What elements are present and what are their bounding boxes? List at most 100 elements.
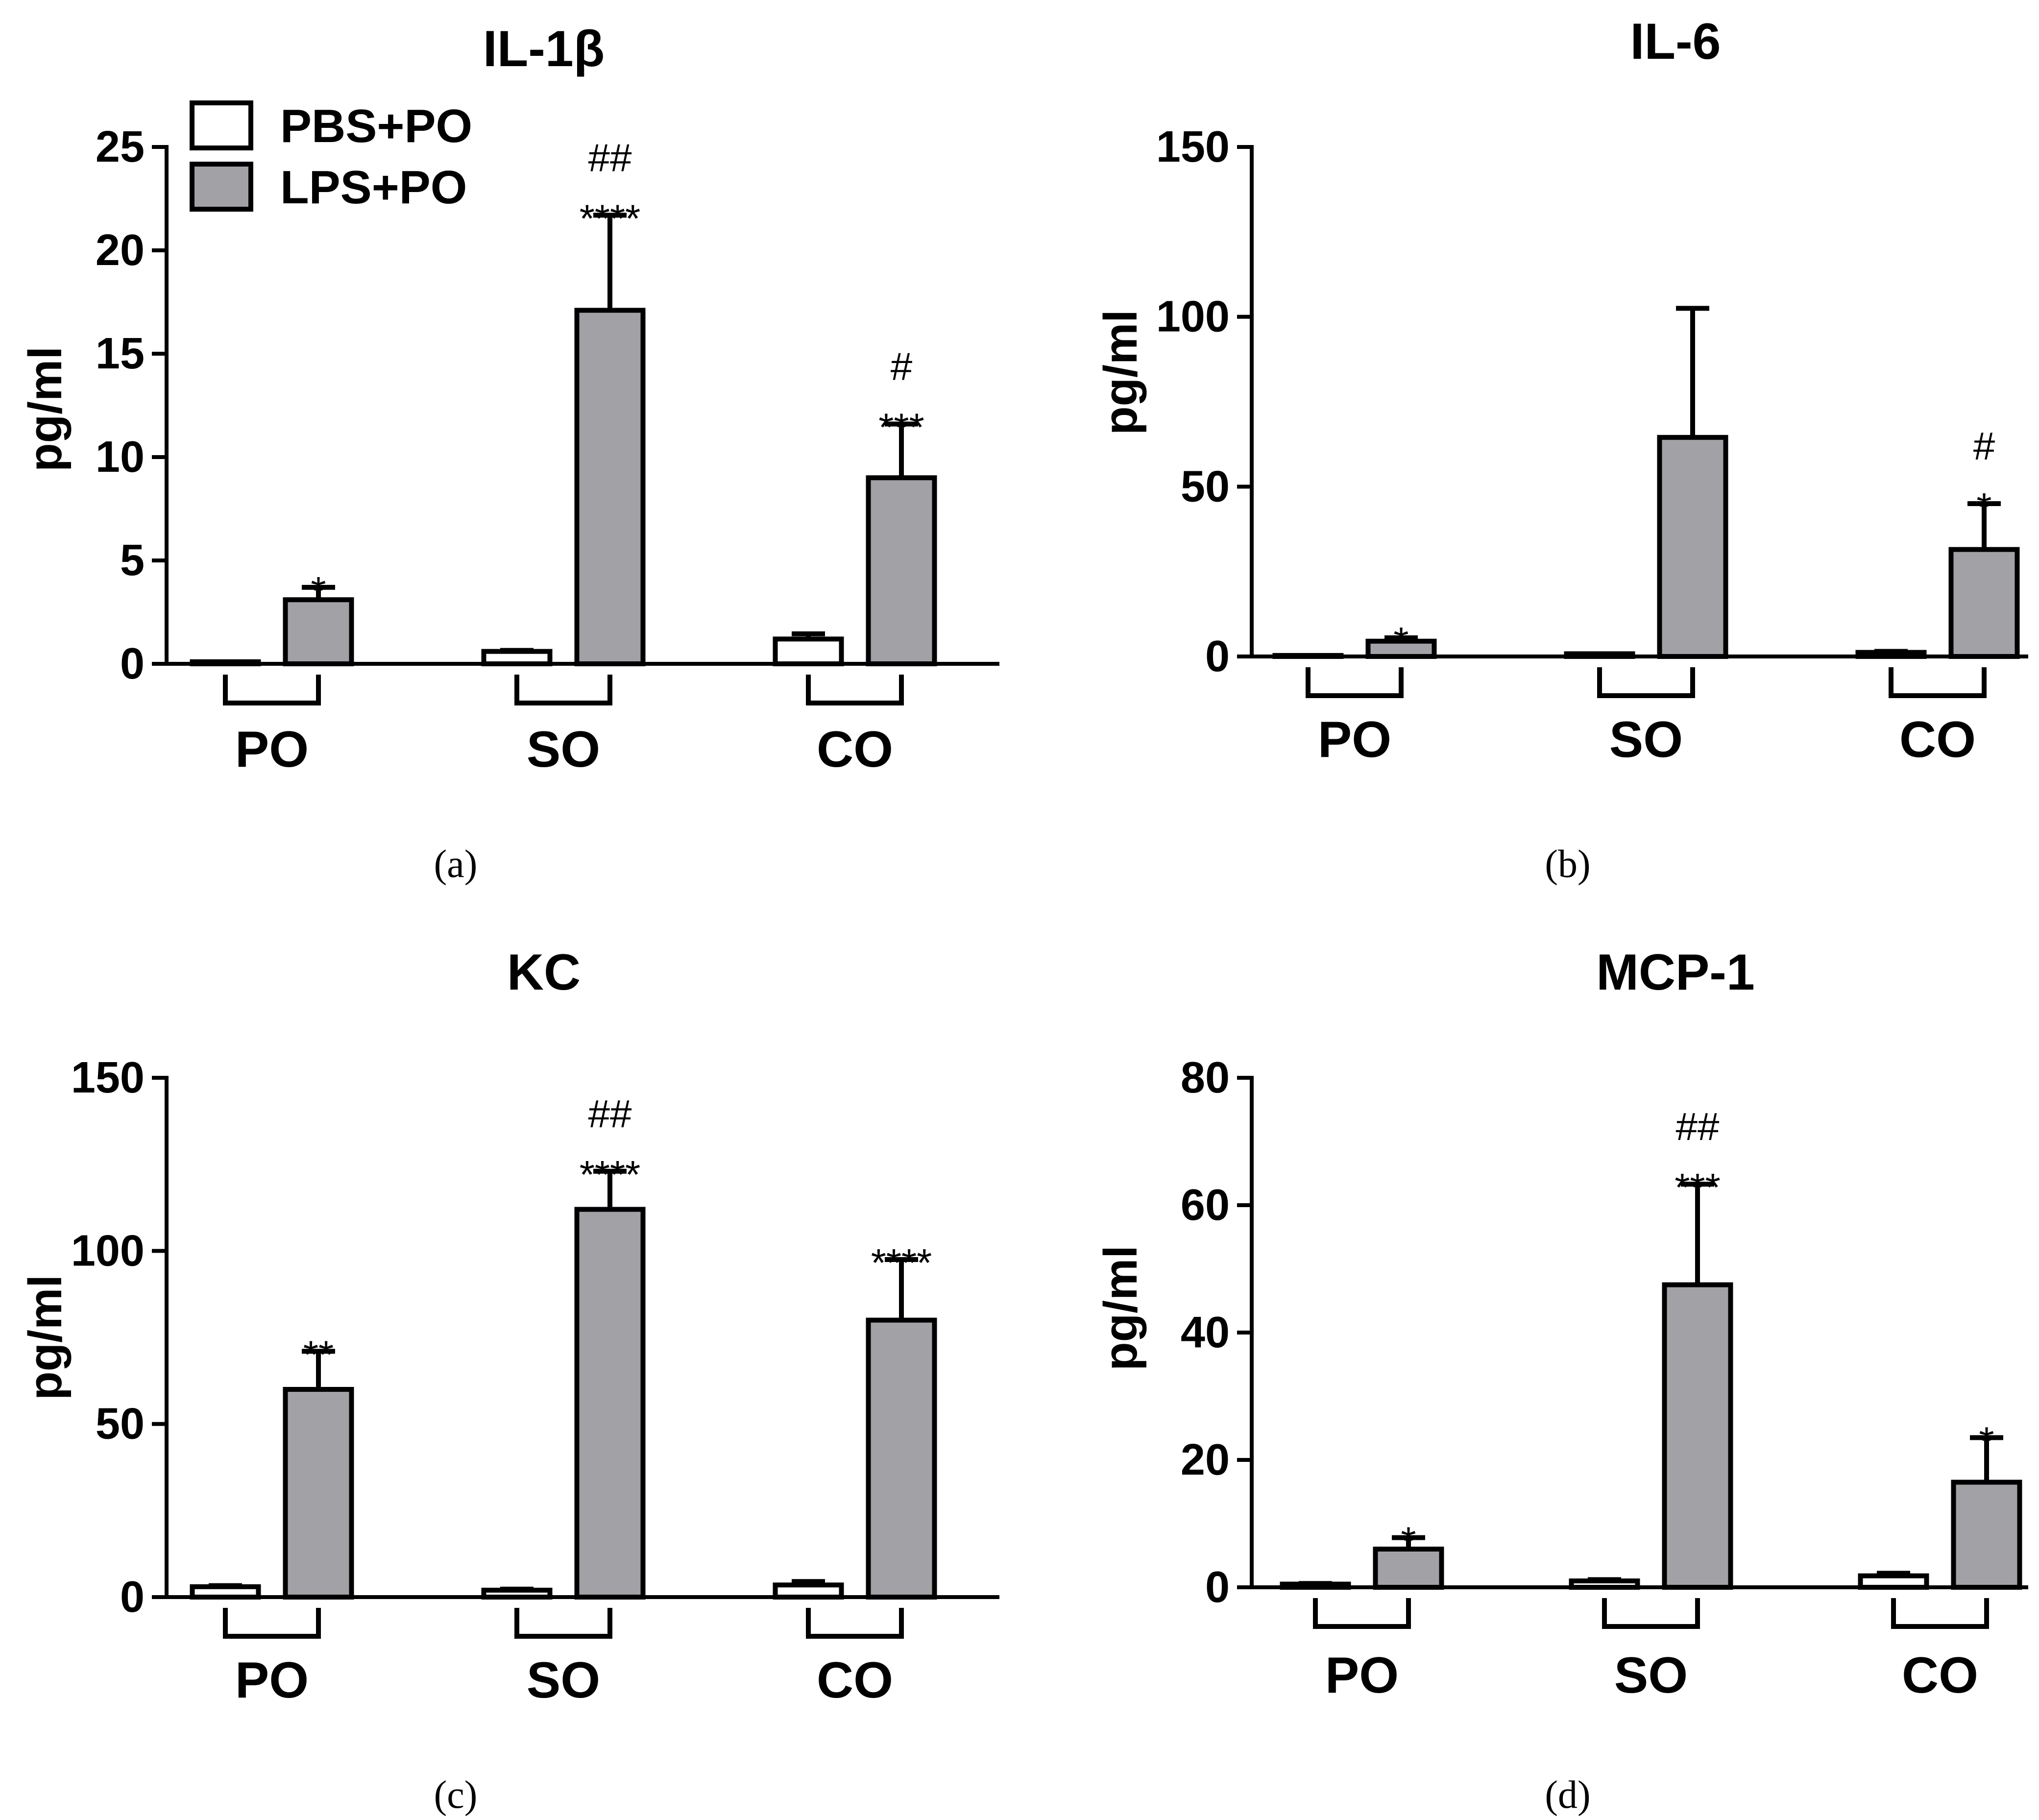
significance-label: ** — [303, 1333, 334, 1376]
bar-lps — [1662, 1282, 1733, 1590]
y-tick-label: 80 — [1181, 1053, 1230, 1102]
category-label: PO — [1325, 1647, 1399, 1704]
y-tick-label: 10 — [96, 433, 145, 482]
y-tick-label: 25 — [96, 122, 145, 171]
panel-label: (b) — [1545, 843, 1590, 886]
chart-title: MCP-1 — [1596, 944, 1755, 1001]
y-tick-label: 50 — [1181, 462, 1230, 511]
significance-line: **** — [580, 196, 641, 240]
chart-title: IL-1β — [483, 21, 605, 77]
significance-line: ## — [1676, 1105, 1720, 1148]
bar-lps — [283, 1387, 354, 1600]
bar-pbs — [1858, 1573, 1929, 1590]
significance-label: **** — [871, 1241, 932, 1285]
y-tick-label: 15 — [96, 329, 145, 378]
category-label: CO — [817, 721, 893, 778]
category-bracket — [223, 1608, 321, 1639]
y-tick-label: 0 — [1205, 1563, 1230, 1612]
legend-label: PBS+PO — [280, 100, 472, 152]
significance-label: * — [1393, 619, 1408, 663]
significance-label: * — [1401, 1519, 1416, 1563]
significance-line: ## — [588, 1092, 632, 1136]
category-bracket — [1889, 667, 1987, 698]
category-bracket — [806, 675, 904, 705]
significance-line: * — [1979, 1419, 1994, 1463]
y-tick-label: 50 — [96, 1400, 145, 1449]
y-axis-label: pg/ml — [19, 346, 72, 472]
category-bracket — [1597, 667, 1695, 698]
significance-line: *** — [878, 405, 924, 449]
bar-pbs — [773, 636, 844, 666]
significance-line: ## — [588, 136, 632, 179]
category-bracket — [806, 1608, 904, 1639]
significance-label: # * — [1973, 424, 1995, 529]
y-tick-label: 0 — [120, 639, 145, 688]
significance-line: * — [1976, 485, 1991, 529]
bar-lps — [1948, 547, 2020, 659]
bar-pbs — [1564, 651, 1635, 659]
bar-pbs — [481, 649, 553, 667]
y-tick-label: 0 — [1205, 632, 1230, 681]
bar-pbs — [773, 1582, 844, 1600]
category-bracket — [1313, 1598, 1411, 1629]
y-tick-label: 0 — [120, 1573, 145, 1622]
significance-label: ## **** — [580, 1092, 641, 1196]
y-tick-label: 60 — [1181, 1181, 1230, 1230]
significance-label: * — [1979, 1419, 1994, 1463]
y-tick-label: 100 — [1156, 292, 1230, 341]
bar-lps — [866, 475, 937, 666]
significance-label: # *** — [878, 344, 924, 449]
bar-pbs — [190, 659, 261, 667]
category-bracket — [1602, 1598, 1700, 1629]
category-bracket — [223, 675, 321, 705]
y-tick-label: 40 — [1181, 1308, 1230, 1357]
significance-line: **** — [871, 1241, 932, 1285]
y-tick-label: 5 — [120, 536, 145, 585]
category-bracket — [1891, 1598, 1989, 1629]
significance-line: **** — [580, 1153, 641, 1196]
chart-title: IL-6 — [1630, 13, 1721, 70]
bar-lps — [1951, 1480, 2022, 1590]
y-axis-label: pg/ml — [19, 1275, 72, 1400]
category-label: SO — [527, 1652, 600, 1709]
significance-line: # — [1973, 424, 1995, 468]
legend-swatch-pbs — [190, 100, 253, 150]
y-tick-label: 150 — [1156, 122, 1230, 171]
significance-label: ## **** — [580, 136, 641, 240]
significance-line: * — [1401, 1519, 1416, 1563]
significance-label: * — [311, 569, 326, 612]
category-label: SO — [527, 721, 600, 778]
bar-lps — [574, 1207, 646, 1600]
significance-line: *** — [1675, 1165, 1720, 1209]
panel-label: (a) — [434, 843, 478, 886]
y-axis-label: pg/ml — [1094, 310, 1147, 435]
bar-lps — [574, 308, 646, 666]
significance-line: * — [311, 569, 326, 612]
category-label: PO — [235, 1652, 309, 1709]
category-label: CO — [1902, 1647, 1978, 1704]
bar-pbs — [1272, 653, 1344, 659]
legend-label: LPS+PO — [280, 161, 467, 214]
chart-title: KC — [507, 944, 581, 1001]
category-label: PO — [1318, 711, 1391, 768]
significance-line: * — [1393, 619, 1408, 663]
significance-line: ** — [303, 1333, 334, 1376]
bar-lps — [866, 1317, 937, 1600]
category-label: SO — [1609, 711, 1683, 768]
category-label: CO — [817, 1652, 893, 1709]
category-bracket — [1306, 667, 1404, 698]
category-bracket — [514, 1608, 612, 1639]
category-label: PO — [235, 721, 309, 778]
y-tick-label: 150 — [71, 1053, 145, 1102]
significance-label: ## *** — [1675, 1105, 1720, 1209]
category-label: CO — [1899, 711, 1976, 768]
bar-pbs — [190, 1584, 261, 1600]
y-tick-label: 100 — [71, 1226, 145, 1275]
legend-swatch-lps — [190, 162, 253, 212]
category-label: SO — [1614, 1647, 1688, 1704]
bar-lps — [1657, 435, 1728, 659]
y-tick-label: 20 — [1181, 1435, 1230, 1484]
y-axis-label: pg/ml — [1094, 1245, 1147, 1371]
panel-label: (d) — [1545, 1773, 1590, 1817]
